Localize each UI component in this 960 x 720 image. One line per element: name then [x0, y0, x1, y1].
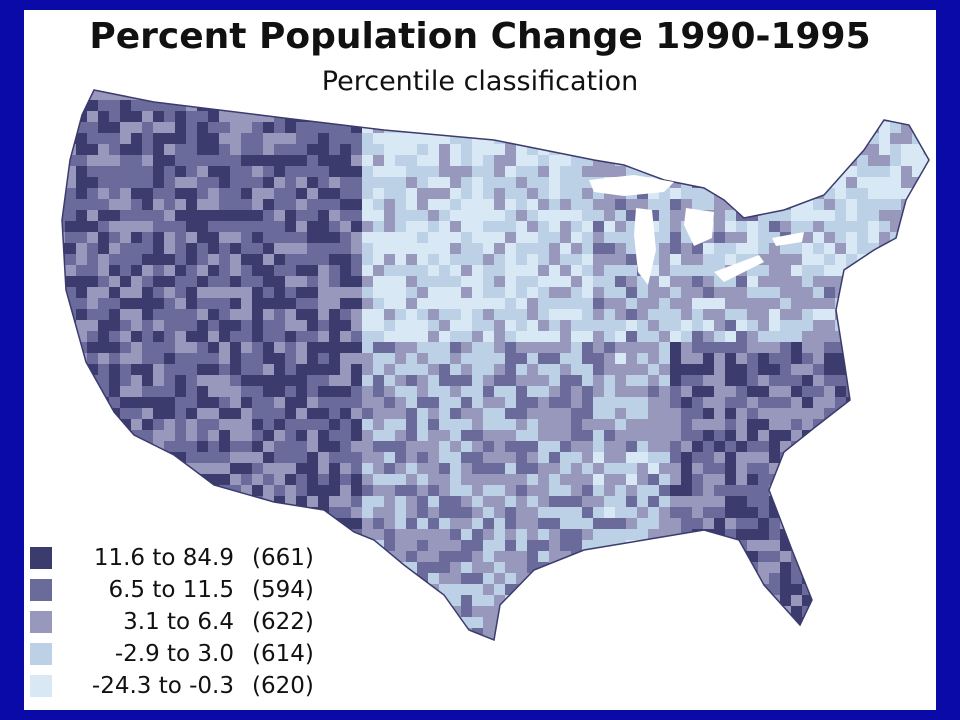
legend-range: 3.1 to 6.4 [123, 609, 234, 635]
legend-row: 6.5 to 11.5 (594) [30, 574, 314, 606]
legend-count: (622) [252, 609, 314, 635]
map-subtitle: Percentile classification [321, 66, 639, 97]
lake-michigan [634, 208, 656, 285]
lake-ontario [772, 232, 804, 246]
legend-swatch [30, 547, 52, 569]
legend-row: 11.6 to 84.9 (661) [30, 542, 314, 574]
legend-swatch [30, 579, 52, 601]
legend-range: 6.5 to 11.5 [108, 577, 234, 603]
legend-count: (661) [252, 545, 314, 571]
legend-row: 3.1 to 6.4 (622) [30, 606, 314, 638]
legend-row: -24.3 to -0.3 (620) [30, 670, 314, 702]
legend: 11.6 to 84.9 (661) 6.5 to 11.5 (594) 3.1… [30, 542, 314, 702]
legend-swatch [30, 675, 52, 697]
legend-swatch [30, 611, 52, 633]
lake-erie [714, 255, 764, 282]
us-county-map [61, 89, 930, 641]
lake-superior [589, 175, 674, 196]
lake-huron [684, 208, 714, 246]
map-panel: Percent Population Change 1990-1995 Perc… [24, 10, 936, 710]
legend-swatch [30, 643, 52, 665]
map-title: Percent Population Change 1990-1995 [89, 16, 871, 57]
legend-count: (594) [252, 577, 314, 603]
legend-row: -2.9 to 3.0 (614) [30, 638, 314, 670]
legend-range: 11.6 to 84.9 [93, 545, 234, 571]
legend-range: -24.3 to -0.3 [91, 673, 234, 699]
legend-count: (620) [252, 673, 314, 699]
legend-range: -2.9 to 3.0 [114, 641, 234, 667]
legend-count: (614) [252, 641, 314, 667]
